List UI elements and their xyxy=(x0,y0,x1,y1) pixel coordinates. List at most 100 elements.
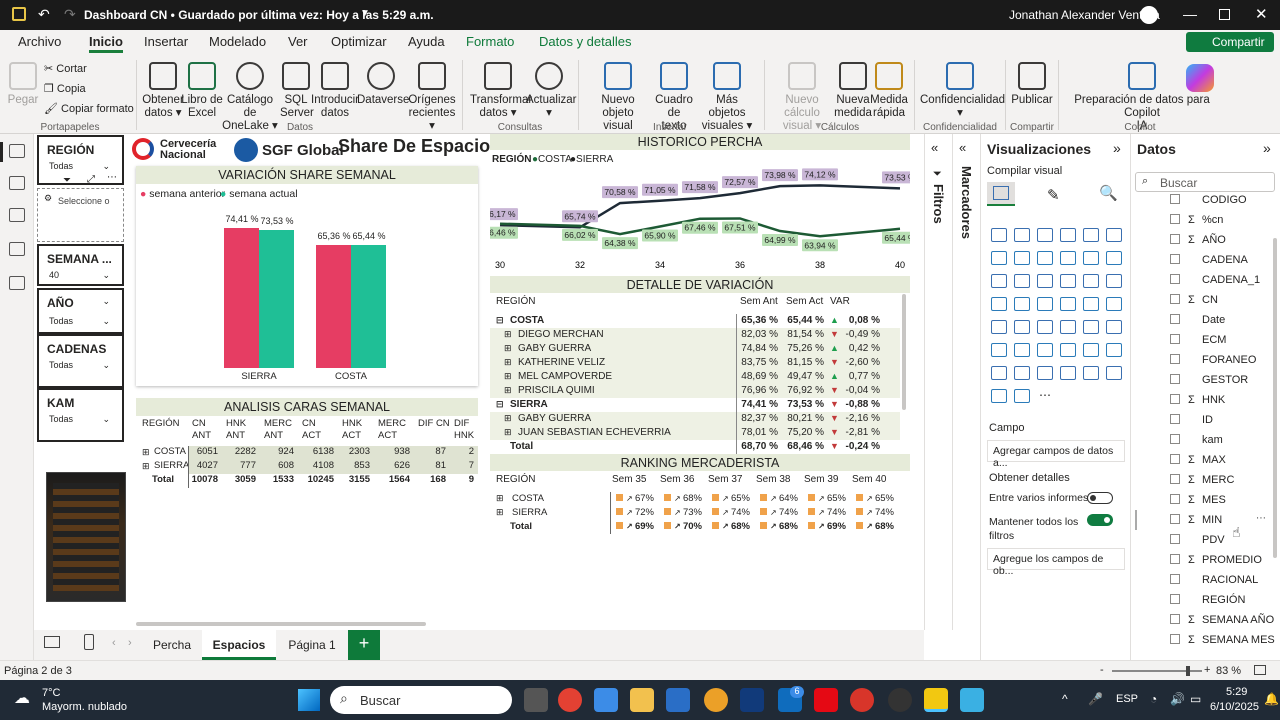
selection-placeholder[interactable]: ⚙ Seleccione o xyxy=(37,188,124,242)
table-row[interactable]: ⊞ KATHERINE VELIZ 83,75 % 81,15 % ▼ -2,60 % xyxy=(490,356,900,370)
visual-type-icon[interactable] xyxy=(991,366,1007,380)
add-page-button[interactable]: + xyxy=(348,630,380,660)
field-item[interactable]: CODIGO xyxy=(1170,194,1247,206)
vertical-scrollbar[interactable] xyxy=(902,294,906,410)
expand-icon[interactable]: ⊞ xyxy=(504,343,512,353)
checkbox[interactable] xyxy=(1170,454,1180,464)
visual-type-icon[interactable] xyxy=(1083,366,1099,380)
page-tab-pagina1[interactable]: Página 1 xyxy=(288,638,336,652)
table-row[interactable]: ⊟ COSTA 65,36 % 65,44 % ▲ 0,08 % xyxy=(490,314,900,328)
checkbox[interactable] xyxy=(1170,574,1180,584)
expand-icon[interactable]: ⊞ xyxy=(142,447,150,457)
bar[interactable] xyxy=(351,245,386,368)
visual-type-icon[interactable] xyxy=(991,389,1007,403)
field-item[interactable]: kam xyxy=(1170,434,1223,446)
col-header[interactable]: Sem 38 xyxy=(756,474,791,485)
checkbox[interactable] xyxy=(1170,354,1180,364)
field-item[interactable]: Date xyxy=(1170,314,1225,326)
visual-type-icon[interactable] xyxy=(1014,251,1030,265)
table-row[interactable]: ⊞ PRISCILA QUIMI 76,96 % 76,92 % ▼ -0,04 % xyxy=(490,384,900,398)
add-drill-field-well[interactable]: Agregue los campos de ob... xyxy=(987,548,1125,577)
table-row[interactable]: ⊞ GABY GUERRA 82,37 % 80,21 % ▼ -2,16 % xyxy=(490,412,900,426)
field-item[interactable]: RACIONAL xyxy=(1170,574,1258,586)
checkbox[interactable] xyxy=(1170,494,1180,504)
expand-icon[interactable]: « xyxy=(959,140,967,155)
chevron-down-icon[interactable]: ⌄ xyxy=(102,270,110,280)
col-header[interactable]: Sem Ant xyxy=(740,296,778,307)
col-header[interactable]: REGIÓN xyxy=(496,296,536,307)
col-header[interactable]: DIF xyxy=(454,418,470,429)
historico-chart[interactable]: HISTORICO PERCHA REGIÓN ●COSTA ●SIERRA 6… xyxy=(490,134,910,274)
publish-button[interactable]: Publicar xyxy=(1010,62,1054,107)
checkbox[interactable] xyxy=(1170,534,1180,544)
visual-type-icon[interactable] xyxy=(1083,228,1099,242)
table-row[interactable]: ⊞ SIERRA ↗ 72% ↗ 73% ↗ 74% ↗ 74% ↗ 74% ↗ 74% xyxy=(490,506,900,520)
visual-type-icon[interactable] xyxy=(1106,228,1122,242)
notifications-icon[interactable]: 🔔 xyxy=(1264,692,1279,706)
tray-chevron-icon[interactable]: ^ xyxy=(1062,692,1068,706)
checkbox[interactable] xyxy=(1170,594,1180,604)
visual-type-icon[interactable] xyxy=(1037,343,1053,357)
avatar[interactable] xyxy=(1140,6,1158,24)
slicer-ano[interactable]: AÑO Todas ⌄ ⌄ xyxy=(37,288,124,334)
visual-type-icon[interactable] xyxy=(1037,320,1053,334)
vertical-scrollbar[interactable] xyxy=(1273,238,1277,558)
slicer-value[interactable]: Todas xyxy=(49,161,74,171)
visual-type-icon[interactable] xyxy=(1037,274,1053,288)
battery-icon[interactable]: ▭ xyxy=(1190,692,1202,706)
visual-type-icon[interactable] xyxy=(1060,251,1076,265)
checkbox[interactable] xyxy=(1170,194,1180,204)
table-row[interactable]: ⊟ SIERRA 74,41 % 73,53 % ▼ -0,88 % xyxy=(490,398,900,412)
col-header[interactable]: MERC xyxy=(264,418,292,429)
chevron-down-icon[interactable]: ⌄ xyxy=(102,296,110,306)
visual-type-icon[interactable] xyxy=(1106,343,1122,357)
field-item[interactable]: FORANEO xyxy=(1170,354,1256,366)
maximize-icon[interactable] xyxy=(1219,9,1230,20)
build-visual-tab[interactable] xyxy=(987,182,1015,206)
report-view-icon[interactable] xyxy=(9,144,25,158)
col-header[interactable]: VAR xyxy=(830,296,850,307)
checkbox[interactable] xyxy=(1170,634,1180,644)
undo-icon[interactable]: ↶ xyxy=(38,6,50,22)
checkbox[interactable] xyxy=(1170,334,1180,344)
filter-icon[interactable]: ⏷ xyxy=(63,175,71,186)
language-indicator[interactable]: ESP xyxy=(1116,693,1139,705)
visual-type-icon[interactable] xyxy=(1106,251,1122,265)
disney-icon[interactable] xyxy=(740,688,764,712)
powerbi-icon[interactable] xyxy=(924,688,948,712)
sql-server-button[interactable]: SQL Server xyxy=(280,62,314,120)
table-row[interactable]: Total 68,70 % 68,46 % ▼ -0,24 % xyxy=(490,440,900,454)
field-item[interactable]: Σ MAX xyxy=(1170,454,1226,466)
visual-type-icon[interactable] xyxy=(1060,274,1076,288)
series-line-costa[interactable] xyxy=(499,217,901,238)
recent-sources-button[interactable]: Orígenes recientes ▾ xyxy=(405,62,459,133)
checkbox[interactable] xyxy=(1170,514,1180,524)
search-box[interactable]: ⌕ Buscar xyxy=(1135,172,1275,192)
checkbox[interactable] xyxy=(1170,234,1180,244)
menu-datos-detalles[interactable]: Datos y detalles xyxy=(539,34,632,49)
add-field-well[interactable]: Agregar campos de datos a... xyxy=(987,440,1125,469)
table-row[interactable]: ⊞ JUAN SEBASTIAN ECHEVERRIA 78,01 % 75,20 %… xyxy=(490,426,900,440)
table-row[interactable]: ⊞ MEL CAMPOVERDE 48,69 % 49,47 % ▲ 0,77 % xyxy=(490,370,900,384)
expand-icon[interactable]: ⊞ xyxy=(504,385,512,395)
field-item[interactable]: Σ MES xyxy=(1170,494,1226,506)
visual-type-icon[interactable] xyxy=(1037,228,1053,242)
clock-time[interactable]: 5:29 xyxy=(1226,686,1248,698)
transform-data-button[interactable]: Transformar datos ▾ xyxy=(470,62,532,120)
chevron-down-icon[interactable]: ⌄ xyxy=(102,414,110,424)
visual-type-icon[interactable] xyxy=(1106,274,1122,288)
slicer-semana[interactable]: SEMANA ... 40 ⌄ xyxy=(37,244,124,286)
more-visuals-icon[interactable]: ⋯ xyxy=(1039,388,1051,402)
new-visual-calc-button[interactable]: Nuevo cálculo visual ▾ xyxy=(770,62,834,133)
checkbox[interactable] xyxy=(1170,554,1180,564)
store-icon[interactable] xyxy=(666,688,690,712)
checkbox[interactable] xyxy=(1170,294,1180,304)
expand-icon[interactable]: ⊞ xyxy=(496,507,504,517)
ranking-table[interactable]: RANKING MERCADERISTA REGIÓN Sem 35 Sem 36 S… xyxy=(490,454,910,544)
variacion-chart[interactable]: VARIACIÓN SHARE SEMANAL ● semana anterio… xyxy=(136,166,478,386)
col-header[interactable]: MERC xyxy=(378,418,406,429)
redo-icon[interactable]: ↷ xyxy=(64,6,76,22)
visual-type-icon[interactable] xyxy=(1037,297,1053,311)
taskbar-search[interactable]: ⌕ Buscar xyxy=(330,686,512,714)
menu-ver[interactable]: Ver xyxy=(288,34,308,49)
